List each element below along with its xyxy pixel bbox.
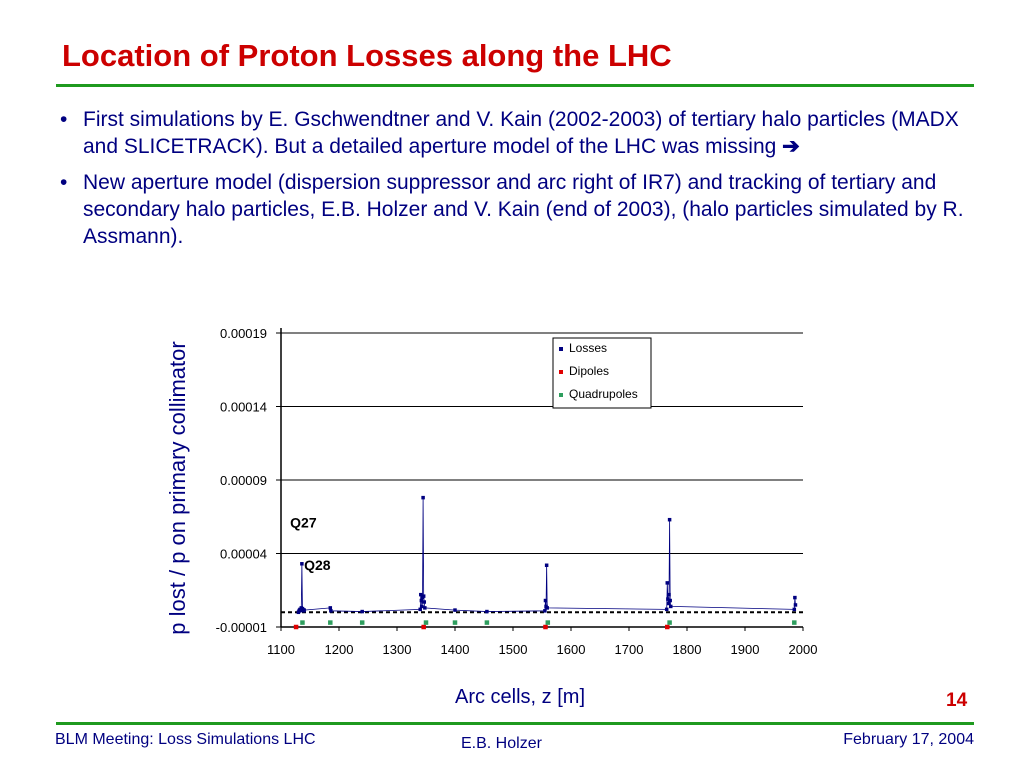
dipoles-point xyxy=(543,624,548,630)
losses-point xyxy=(543,598,548,603)
losses-point xyxy=(360,609,364,614)
legend-label: Losses xyxy=(569,341,607,355)
annotation-q27: Q27 xyxy=(290,514,317,530)
x-tick-label: 1200 xyxy=(325,642,354,657)
losses-point xyxy=(329,609,333,613)
x-tick-label: 1800 xyxy=(673,642,702,657)
quadrupoles-point xyxy=(423,620,429,625)
legend-swatch xyxy=(559,347,563,351)
bullet-marker: • xyxy=(60,108,68,131)
footer-meeting: BLM Meeting: Loss Simulations LHC xyxy=(55,731,316,748)
y-tick-label: 0.00014 xyxy=(220,400,267,415)
x-tick-label: 1900 xyxy=(731,642,760,657)
quadrupoles-point xyxy=(667,620,672,625)
losses-point xyxy=(420,604,424,609)
y-axis-title: p lost / p on primary collimator xyxy=(165,341,190,634)
legend-label: Dipoles xyxy=(569,364,609,378)
losses-point xyxy=(545,606,549,610)
losses-point xyxy=(300,562,304,566)
quadrupoles-point xyxy=(792,620,797,625)
quadrupoles-point xyxy=(484,620,490,625)
losses-point xyxy=(418,607,422,612)
slide-number: 14 xyxy=(946,690,968,711)
losses-point xyxy=(453,608,457,612)
losses-point xyxy=(667,592,671,597)
losses-point xyxy=(421,594,426,598)
bullet-marker: • xyxy=(60,171,68,194)
losses-point xyxy=(668,598,672,603)
x-tick-label: 1600 xyxy=(557,642,586,657)
dipoles-point xyxy=(421,624,426,630)
losses-point xyxy=(669,604,673,609)
y-tick-label: -0.00001 xyxy=(216,620,267,635)
losses-point xyxy=(664,607,669,612)
losses-point xyxy=(423,606,427,610)
series-dipoles xyxy=(293,624,670,630)
series-losses xyxy=(296,495,798,615)
quadrupoles-point xyxy=(452,620,458,625)
footer-author: E.B. Holzer xyxy=(461,735,542,752)
bullet-list: • First simulations by E. Gschwendtner a… xyxy=(60,106,985,259)
bullet-text: First simulations by E. Gschwendtner and… xyxy=(83,108,959,158)
title-divider xyxy=(56,84,974,87)
legend-box xyxy=(552,337,652,409)
x-tick-label: 1400 xyxy=(441,642,470,657)
y-tick-label: 0.00019 xyxy=(220,326,267,341)
dipoles-point xyxy=(665,624,670,630)
losses-point xyxy=(665,581,670,585)
footer-date: February 17, 2004 xyxy=(843,731,974,748)
x-tick-label: 1500 xyxy=(499,642,528,657)
losses-point xyxy=(793,595,797,600)
y-tick-label: 0.00004 xyxy=(220,547,267,562)
losses-point xyxy=(666,601,671,606)
losses-point xyxy=(792,607,797,612)
losses-point xyxy=(328,606,333,610)
losses-point xyxy=(793,603,798,607)
x-tick-label: 1300 xyxy=(383,642,412,657)
bullet-item: • First simulations by E. Gschwendtner a… xyxy=(60,106,985,160)
y-tick-label: 0.00009 xyxy=(220,473,267,488)
losses-line xyxy=(298,497,796,613)
losses-point xyxy=(485,609,489,614)
losses-point xyxy=(544,563,549,568)
x-tick-label: 2000 xyxy=(789,642,818,657)
losses-point xyxy=(666,597,670,601)
series-quadrupoles xyxy=(300,620,797,625)
losses-point xyxy=(543,609,547,613)
losses-point xyxy=(421,495,425,500)
quadrupoles-point xyxy=(300,620,305,625)
losses-point xyxy=(422,600,427,604)
footer-divider xyxy=(56,722,974,725)
quadrupoles-point xyxy=(328,620,333,625)
losses-point xyxy=(667,517,672,522)
bullet-item: • New aperture model (dispersion suppres… xyxy=(60,169,985,250)
quadrupoles-point xyxy=(545,620,551,625)
losses-point xyxy=(298,608,303,613)
legend-label: Quadrupoles xyxy=(569,387,638,401)
x-tick-label: 1100 xyxy=(267,642,295,657)
dipoles-point xyxy=(293,624,299,630)
quadrupoles-point xyxy=(359,620,365,625)
x-axis-title: Arc cells, z [m] xyxy=(455,686,585,708)
losses-point xyxy=(419,598,424,603)
annotation-q28: Q28 xyxy=(304,557,331,573)
bullet-text: New aperture model (dispersion suppresso… xyxy=(83,171,964,248)
x-tick-label: 1700 xyxy=(615,642,644,657)
slide-title: Location of Proton Losses along the LHC xyxy=(62,38,672,73)
losses-point xyxy=(302,608,306,612)
right-arrow-icon: ➔ xyxy=(782,135,800,158)
legend-swatch xyxy=(559,370,563,374)
losses-point xyxy=(419,592,423,597)
legend-swatch xyxy=(559,393,563,397)
